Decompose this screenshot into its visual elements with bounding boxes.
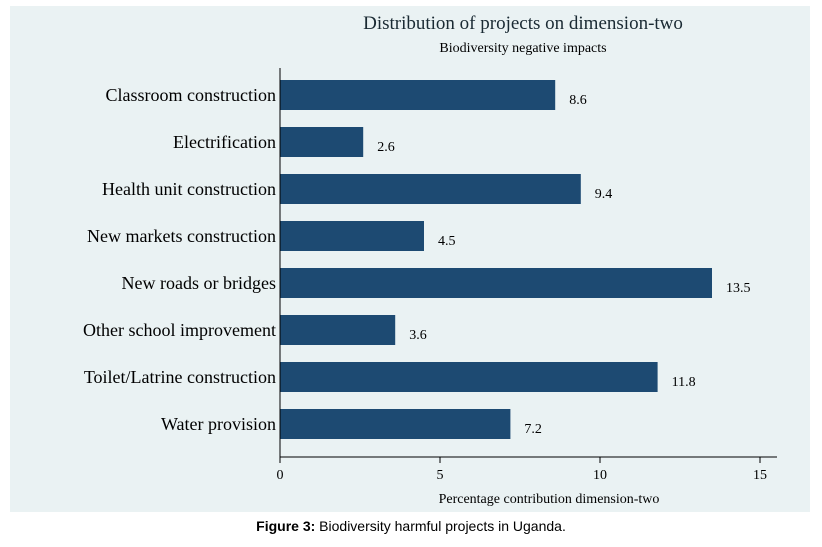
bar-value-label: 3.6: [409, 328, 427, 343]
bar: [280, 221, 424, 251]
bars-group: Classroom construction 8.6 Electrification…: [83, 80, 751, 439]
bar: [280, 362, 658, 392]
category-label: Toilet/Latrine construction: [84, 367, 276, 387]
x-tick-label: 0: [277, 468, 284, 483]
bar-value-label: 4.5: [438, 234, 456, 249]
bar-value-label: 8.6: [569, 93, 587, 108]
bar-value-label: 9.4: [595, 187, 613, 202]
caption-text: Biodiversity harmful projects in Uganda.: [315, 518, 566, 534]
bar: [280, 268, 712, 298]
bar-value-label: 11.8: [672, 375, 696, 390]
category-label: New markets construction: [87, 226, 276, 246]
category-label: Electrification: [173, 132, 276, 152]
category-label: Health unit construction: [102, 179, 276, 199]
chart-subtitle: Biodiversity negative impacts: [439, 41, 606, 56]
x-tick-label: 10: [593, 468, 607, 483]
bar: [280, 174, 581, 204]
x-axis: 0 5 10 15: [277, 68, 777, 483]
bar: [280, 80, 556, 110]
x-axis-label: Percentage contribution dimension-two: [439, 492, 660, 507]
bar-value-label: 7.2: [524, 422, 542, 437]
bar: [280, 315, 396, 345]
bar-value-label: 2.6: [377, 140, 395, 155]
figure-caption: Figure 3: Biodiversity harmful projects …: [0, 518, 822, 534]
bar-value-label: 13.5: [726, 281, 751, 296]
bar: [280, 409, 511, 439]
category-label: Water provision: [161, 414, 276, 434]
caption-label: Figure 3:: [256, 518, 316, 534]
x-tick-label: 15: [753, 468, 767, 483]
category-label: Other school improvement: [83, 320, 276, 340]
category-label: New roads or bridges: [122, 273, 276, 293]
category-label: Classroom construction: [106, 85, 276, 105]
bar: [280, 127, 364, 157]
chart-title: Distribution of projects on dimension-tw…: [363, 13, 683, 34]
x-tick-label: 5: [437, 468, 444, 483]
